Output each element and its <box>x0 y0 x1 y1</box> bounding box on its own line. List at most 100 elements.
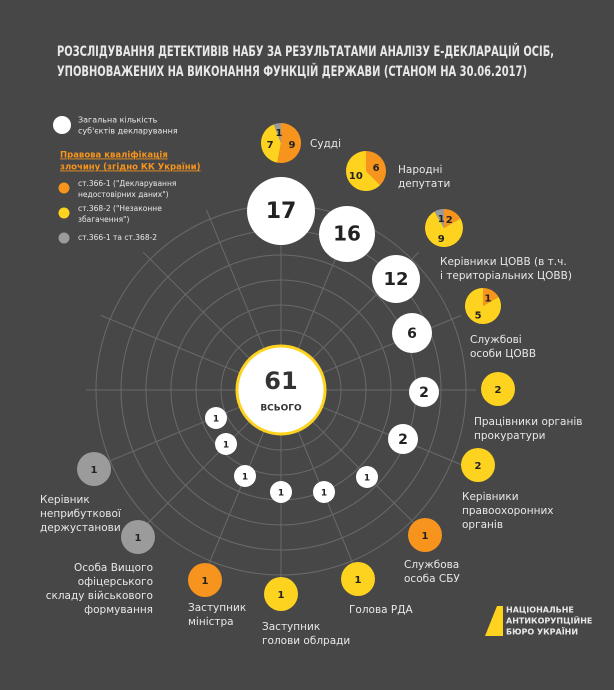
category-label: Керівники ЦОВВ (в т.ч. <box>440 256 567 268</box>
pie-value: 1 <box>484 293 491 304</box>
title-line: РОЗСЛІДУВАННЯ ДЕТЕКТИВІВ НАБУ ЗА РЕЗУЛЬТ… <box>57 43 554 60</box>
count-value: 1 <box>364 474 370 484</box>
category-label: Працівники органів <box>474 416 582 428</box>
category-label: Керівники <box>462 491 519 503</box>
total-circle <box>235 344 327 436</box>
category-label: прокуратури <box>474 430 545 442</box>
logo-text: БЮРО УКРАЇНИ <box>506 627 578 637</box>
pie-slice <box>461 448 495 482</box>
pie-value: 1 <box>422 531 429 542</box>
logo-mark <box>485 606 503 636</box>
category-label: держустанови <box>40 522 121 534</box>
pie-value: 1 <box>91 465 98 476</box>
count-value: 1 <box>223 441 229 451</box>
pie-value: 1 <box>275 128 282 139</box>
category-label: Судді <box>310 138 341 150</box>
category-label: Керівник <box>40 494 90 506</box>
count-bubble <box>392 313 432 353</box>
legend-text: збагачення") <box>78 215 130 224</box>
legend-text: ст.366-1 ("Декларування <box>78 179 176 188</box>
pie-value: 5 <box>475 311 482 322</box>
count-bubble <box>205 407 227 429</box>
count-value: 1 <box>278 489 284 499</box>
pie-slice <box>264 577 298 611</box>
pie-slice <box>444 209 461 228</box>
pie-value: 1 <box>438 214 445 225</box>
pie-slice <box>277 123 301 163</box>
category-label: формування <box>84 604 153 616</box>
logo-text: НАЦІОНАЛЬНЕ <box>506 606 574 615</box>
count-bubble <box>247 177 315 245</box>
pie-value: 9 <box>438 234 445 245</box>
pie-slice <box>77 452 111 486</box>
spoke <box>205 431 265 571</box>
legend-text: ст.368-2 ("Незаконне <box>78 204 162 213</box>
count-bubble <box>388 424 418 454</box>
legend-text: недостовірних даних") <box>78 190 169 199</box>
category-label: органів <box>462 519 503 531</box>
category-label: особи ЦОВВ <box>470 348 536 360</box>
count-bubble <box>313 481 335 503</box>
pie-slice <box>188 563 222 597</box>
category-label: Заступник <box>262 621 320 633</box>
category-label: Службова <box>404 559 459 571</box>
legend-text: ст.366-1 та ст.368-2 <box>78 233 157 242</box>
spoke <box>205 209 265 349</box>
legend-total-text: суб'єктів декларування <box>78 127 178 136</box>
pie-slice <box>465 288 502 324</box>
category-label: офіцерського <box>78 576 153 588</box>
category-label: правоохоронних <box>462 505 554 517</box>
category-label: особа СБУ <box>404 573 460 585</box>
total-value: 61 <box>264 367 297 395</box>
legend-dot <box>58 232 70 244</box>
category-label: голови облради <box>262 635 350 647</box>
count-value: 2 <box>419 385 429 401</box>
category-label: депутати <box>398 178 450 190</box>
category-label: Народні <box>398 164 442 176</box>
category-label: і територіальних ЦОВВ) <box>440 270 572 282</box>
pie-value: 2 <box>446 215 453 226</box>
pie-value: 1 <box>355 575 362 586</box>
pie-value: 9 <box>288 140 295 151</box>
pie-value: 2 <box>495 385 502 396</box>
pie-slice <box>425 211 463 248</box>
pie-value: 1 <box>135 533 142 544</box>
pie-value: 1 <box>278 590 285 601</box>
pie-value: 7 <box>267 140 274 151</box>
count-value: 1 <box>242 473 248 483</box>
count-bubble <box>234 465 256 487</box>
spoke <box>142 251 250 359</box>
pie-slice <box>483 288 499 306</box>
legend-title: злочину (згідно КК України) <box>60 162 201 173</box>
title-line: УПОВНОВАЖЕНИХ НА ВИКОНАННЯ ФУНКЦІЙ ДЕРЖА… <box>57 63 527 80</box>
spoke <box>100 314 240 374</box>
legend-total-dot <box>53 116 71 134</box>
pie-slice <box>408 518 442 552</box>
count-bubble <box>356 466 378 488</box>
pie-slice <box>261 124 281 163</box>
category-label: міністра <box>188 616 234 628</box>
legend-dot <box>58 182 70 194</box>
pie-slice <box>481 372 515 406</box>
pie-value: 6 <box>373 163 380 174</box>
count-value: 2 <box>398 432 408 448</box>
count-bubble <box>372 255 420 303</box>
pie-slice <box>273 123 281 143</box>
pie-slice <box>434 209 444 228</box>
count-bubble <box>409 377 439 407</box>
category-label: Заступник <box>188 602 246 614</box>
pie-slice <box>121 520 155 554</box>
count-value: 1 <box>213 415 219 425</box>
category-label: Особа Вищого <box>74 562 153 574</box>
legend-title: Правова кваліфікація <box>60 150 168 161</box>
legend-total-text: Загальна кількість <box>78 116 158 125</box>
pie-slice <box>346 150 381 191</box>
count-bubble <box>215 433 237 455</box>
legend-dot <box>58 207 70 219</box>
category-label: Службові <box>470 334 522 346</box>
total-label: ВСЬОГО <box>260 404 302 414</box>
count-value: 1 <box>321 489 327 499</box>
logo-text: АНТИКОРУПЦІЙНЕ <box>506 615 592 626</box>
